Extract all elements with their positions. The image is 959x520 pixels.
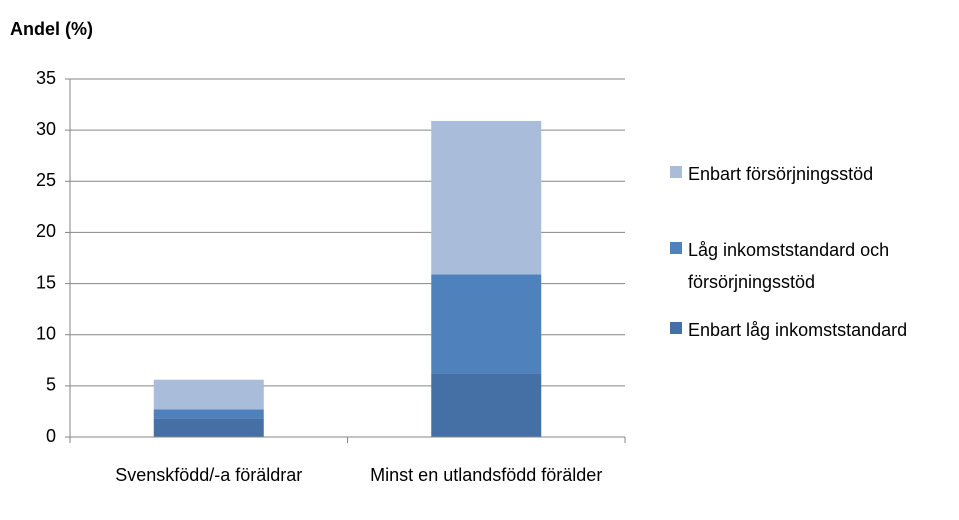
legend-label: Enbart låg inkomststandard (688, 320, 908, 340)
legend-label: Låg inkomststandard och försörjningsstöd (688, 240, 890, 292)
x-tick-label: Minst en utlandsfödd förälder (370, 465, 603, 485)
bar-segment (431, 274, 542, 374)
y-tick-label: 35 (36, 68, 56, 88)
y-tick-label: 0 (46, 426, 56, 446)
bar-segment (431, 373, 542, 437)
bar-segment (153, 418, 264, 437)
y-tick-label: 25 (36, 170, 56, 190)
bar-segment (153, 409, 264, 419)
bar-segment (431, 120, 542, 275)
y-tick-label: 30 (36, 119, 56, 139)
y-tick-label: 10 (36, 323, 56, 343)
x-tick-label: Svenskfödd/-a föräldrar (115, 465, 303, 485)
legend-swatch (670, 242, 682, 254)
legend-swatch (670, 322, 682, 334)
y-axis-label: Andel (%) (10, 19, 93, 39)
legend-label: Enbart försörjningsstöd (688, 164, 874, 184)
y-tick-label: 15 (36, 272, 56, 292)
y-tick-label: 5 (46, 375, 56, 395)
y-tick-label: 20 (36, 221, 56, 241)
legend-swatch (670, 166, 682, 178)
bar-segment (153, 379, 264, 410)
